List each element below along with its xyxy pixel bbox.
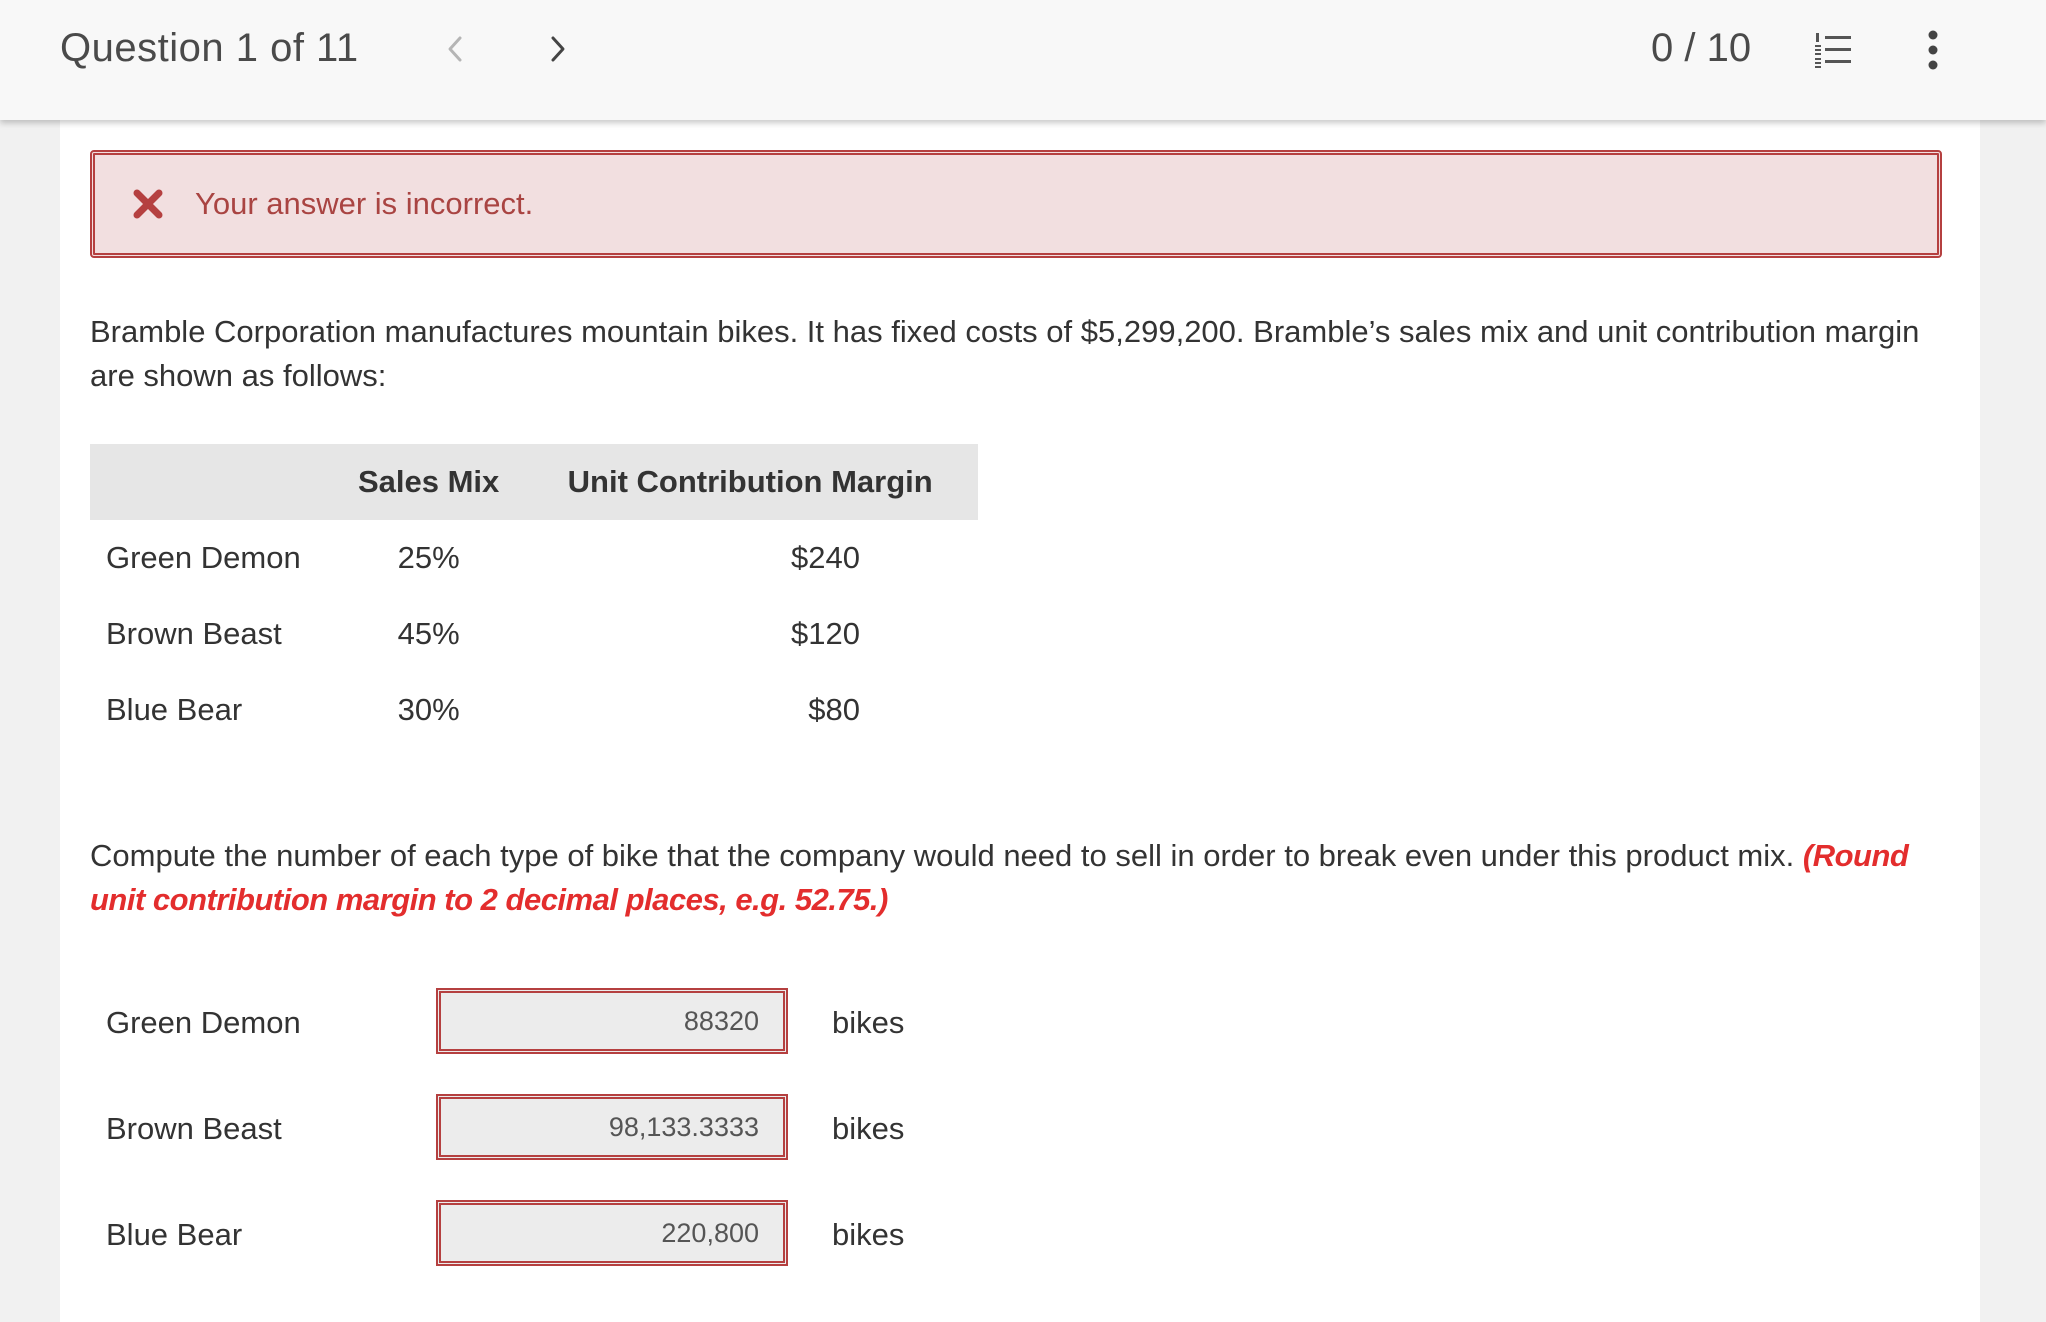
x-mark-icon (133, 189, 163, 219)
answer-label: Brown Beast (106, 1111, 282, 1146)
answer-row-blue-bear: Blue Bear bikes (90, 1200, 990, 1270)
table-header-ucm: Unit Contribution Margin (522, 444, 978, 520)
product-name: Green Demon (106, 540, 301, 575)
rounding-hint: (Round unit contribution margin to 2 dec… (90, 838, 1909, 917)
product-name: Blue Bear (106, 692, 243, 727)
next-question-button[interactable] (533, 24, 583, 74)
blue-bear-answer-input[interactable] (436, 1200, 788, 1266)
table-row: Brown Beast 45% $120 (90, 596, 978, 672)
question-counter: Question 1 of 11 (60, 26, 359, 70)
sales-mix-value: 45% (397, 616, 460, 651)
sales-mix-value: 30% (397, 692, 460, 727)
answer-row-brown-beast: Brown Beast bikes (90, 1094, 990, 1164)
more-vertical-icon (1928, 30, 1938, 70)
answer-unit: bikes (832, 1111, 905, 1146)
more-options-button[interactable] (1918, 28, 1948, 72)
table-header-row: Sales Mix Unit Contribution Margin (90, 444, 978, 520)
product-name: Brown Beast (106, 616, 282, 651)
instruction-text: Compute the number of each type of bike … (90, 838, 1795, 873)
sales-mix-table: Sales Mix Unit Contribution Margin Green… (90, 444, 978, 748)
question-instruction: Compute the number of each type of bike … (90, 834, 1970, 922)
question-intro: Bramble Corporation manufactures mountai… (90, 314, 1920, 393)
answer-label: Blue Bear (106, 1217, 243, 1252)
ucm-value: $240 (791, 540, 860, 575)
numbered-list-icon (1815, 33, 1851, 68)
green-demon-answer-input[interactable] (436, 988, 788, 1054)
alert-message: Your answer is incorrect. (195, 186, 534, 221)
ucm-value: $120 (791, 616, 860, 651)
table-header-sales-mix: Sales Mix (334, 444, 523, 520)
score-display: 0 / 10 (1651, 26, 1752, 70)
table-header-product (90, 444, 335, 520)
chevron-left-icon (448, 36, 462, 62)
chevron-right-icon (551, 36, 565, 62)
answer-unit: bikes (832, 1217, 905, 1252)
top-bar: Question 1 of 11 0 / 10 (0, 0, 2046, 120)
brown-beast-answer-input[interactable] (436, 1094, 788, 1160)
answer-row-green-demon: Green Demon bikes (90, 988, 990, 1058)
answer-unit: bikes (832, 1005, 905, 1040)
ucm-value: $80 (808, 692, 860, 727)
question-list-button[interactable] (1813, 30, 1853, 70)
table-row: Blue Bear 30% $80 (90, 672, 978, 748)
question-content: Your answer is incorrect. Bramble Corpor… (60, 120, 1980, 1322)
answer-label: Green Demon (106, 1005, 301, 1040)
incorrect-answer-alert: Your answer is incorrect. (90, 150, 1942, 258)
sales-mix-value: 25% (397, 540, 460, 575)
table-row: Green Demon 25% $240 (90, 520, 978, 596)
previous-question-button[interactable] (430, 24, 480, 74)
